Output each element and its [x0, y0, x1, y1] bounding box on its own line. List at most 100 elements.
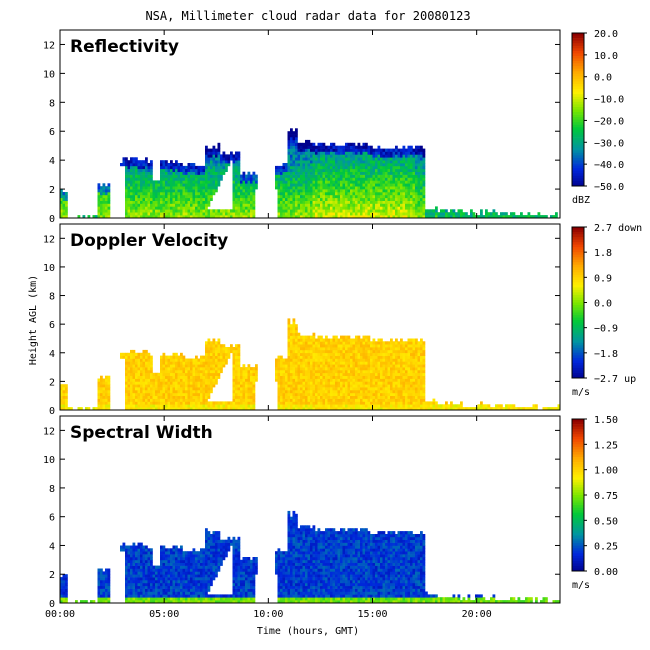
heatmap-cell — [402, 165, 406, 170]
heatmap-cell — [207, 177, 211, 181]
heatmap-cell — [295, 212, 298, 216]
heatmap-cell — [305, 401, 308, 405]
heatmap-cell — [295, 364, 298, 368]
heatmap-cell — [312, 212, 316, 216]
heatmap-cell — [160, 369, 163, 374]
heatmap-cell — [417, 168, 421, 172]
heatmap-cell — [297, 160, 301, 164]
heatmap-cell — [210, 148, 213, 152]
heatmap-cell — [245, 392, 248, 396]
heatmap-cell — [165, 390, 168, 394]
heatmap-cell — [222, 344, 226, 348]
heatmap-cell — [382, 407, 386, 411]
heatmap-cell — [137, 194, 141, 199]
heatmap-cell — [170, 215, 173, 219]
heatmap-cell — [342, 151, 346, 155]
heatmap-cell — [327, 361, 331, 365]
heatmap-cell — [322, 171, 326, 175]
heatmap-cell — [295, 384, 298, 388]
heatmap-cell — [187, 186, 191, 190]
heatmap-cell — [252, 197, 256, 201]
heatmap-cell — [362, 148, 366, 152]
heatmap-cell — [320, 183, 323, 187]
heatmap-cell — [145, 171, 148, 175]
colorbar-swatch — [572, 150, 584, 154]
heatmap-cell — [312, 174, 316, 178]
heatmap-cell — [145, 200, 148, 204]
heatmap-cell — [385, 387, 388, 391]
heatmap-cell — [310, 206, 313, 210]
heatmap-cell — [370, 378, 373, 382]
heatmap-cell — [160, 183, 163, 187]
heatmap-cell — [200, 358, 203, 362]
heatmap-cell — [305, 398, 308, 402]
heatmap-cell — [285, 194, 288, 199]
heatmap-cell — [362, 338, 366, 342]
heatmap-cell — [357, 387, 361, 391]
heatmap-cell — [315, 361, 318, 365]
heatmap-cell — [357, 168, 361, 172]
heatmap-cell — [355, 341, 358, 345]
heatmap-cell — [400, 203, 403, 207]
heatmap-cell — [102, 194, 106, 199]
heatmap-cell — [202, 407, 206, 411]
heatmap-cell — [330, 349, 333, 354]
heatmap-cell — [345, 367, 348, 371]
heatmap-cell — [247, 174, 251, 178]
heatmap-cell — [170, 186, 173, 190]
heatmap-cell — [225, 163, 228, 167]
heatmap-cell — [232, 401, 236, 405]
heatmap-cell — [132, 390, 136, 394]
heatmap-cell — [375, 367, 378, 371]
heatmap-cell — [415, 203, 418, 207]
heatmap-cell — [152, 375, 156, 379]
heatmap-cell — [232, 355, 236, 359]
heatmap-cell — [235, 212, 238, 216]
heatmap-cell — [312, 355, 316, 359]
heatmap-cell — [342, 378, 346, 382]
heatmap-cell — [435, 209, 438, 213]
heatmap-cell — [100, 192, 103, 196]
heatmap-cell — [305, 372, 308, 376]
heatmap-cell — [360, 171, 363, 175]
heatmap-cell — [360, 401, 363, 405]
heatmap-cell — [385, 186, 388, 190]
heatmap-cell — [320, 209, 323, 213]
heatmap-cell — [107, 194, 111, 199]
heatmap-cell — [207, 163, 211, 167]
heatmap-cell — [130, 352, 133, 356]
heatmap-cell — [385, 372, 388, 376]
heatmap-cell — [337, 212, 341, 216]
heatmap-cell — [302, 189, 306, 193]
heatmap-cell — [242, 404, 246, 408]
heatmap-cell — [255, 378, 258, 382]
heatmap-cell — [322, 163, 326, 167]
heatmap-cell — [105, 404, 108, 408]
heatmap-cell — [355, 157, 358, 161]
heatmap-cell — [292, 142, 296, 146]
heatmap-cell — [237, 375, 241, 379]
heatmap-cell — [315, 369, 318, 374]
heatmap-cell — [422, 203, 426, 207]
heatmap-cell — [165, 174, 168, 178]
heatmap-cell — [175, 165, 178, 170]
heatmap-cell — [180, 203, 183, 207]
heatmap-cell — [247, 177, 251, 181]
heatmap-cell — [187, 381, 191, 385]
heatmap-cell — [410, 197, 413, 201]
heatmap-cell — [390, 189, 393, 193]
heatmap-cell — [330, 212, 333, 216]
heatmap-cell — [105, 392, 108, 396]
heatmap-cell — [382, 404, 386, 408]
heatmap-cell — [307, 171, 311, 175]
heatmap-cell — [372, 390, 376, 394]
heatmap-cell — [327, 163, 331, 167]
heatmap-cell — [395, 384, 398, 388]
heatmap-cell — [410, 212, 413, 216]
heatmap-cell — [222, 168, 226, 172]
heatmap-cell — [320, 358, 323, 362]
heatmap-cell — [137, 398, 141, 402]
heatmap-cell — [415, 171, 418, 175]
heatmap-cell — [140, 180, 143, 184]
heatmap-cell — [295, 341, 298, 345]
